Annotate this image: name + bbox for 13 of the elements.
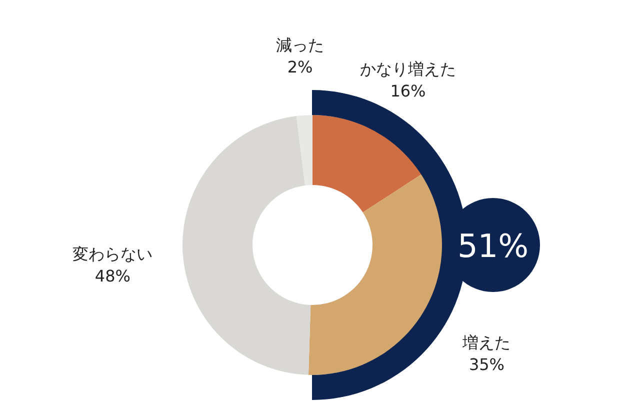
- slice-label: 変わらない: [72, 244, 153, 264]
- data-label: 35%: [468, 355, 505, 374]
- donut-slice: [182, 116, 311, 375]
- slice-label: 減った: [276, 35, 324, 54]
- slice-label: 増えた: [462, 333, 511, 352]
- slice-label: かなり増えた: [360, 59, 456, 78]
- text: 51%: [457, 227, 529, 265]
- donut-slice: [308, 174, 442, 375]
- data-label: 48%: [94, 266, 130, 286]
- donut-slice: [312, 115, 422, 212]
- data-label: 2%: [287, 57, 313, 76]
- donut-slice: [296, 115, 312, 186]
- data-label: 16%: [390, 81, 426, 100]
